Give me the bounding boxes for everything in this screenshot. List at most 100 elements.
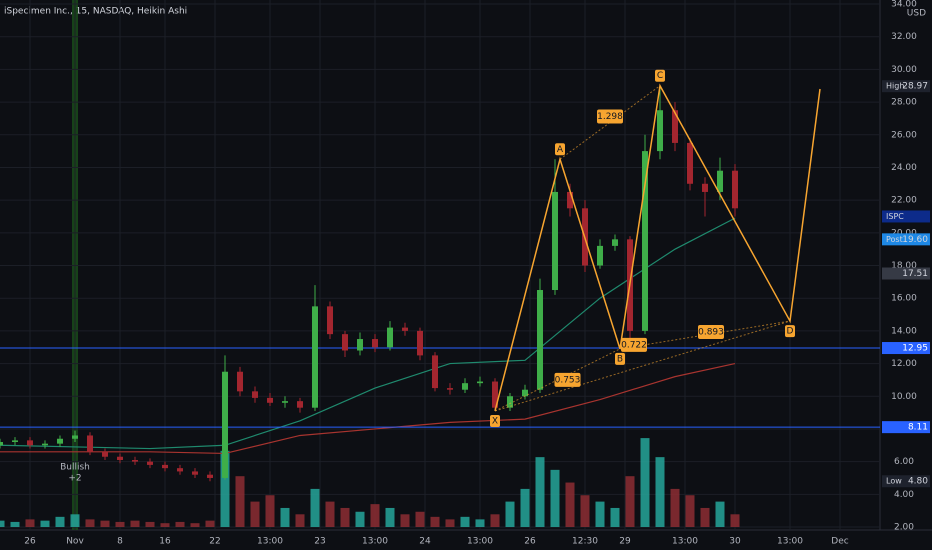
ratio-label: 0.753: [555, 375, 581, 385]
pattern-guide: [494, 320, 791, 412]
volume-bar: [280, 507, 290, 527]
candle-body: [297, 401, 303, 408]
x-tick-label: 23: [314, 537, 325, 547]
level-marker-value: 8.11: [908, 423, 928, 433]
ratio-box: [597, 109, 623, 124]
price-marker-value: 4.80: [908, 477, 928, 487]
pattern-legs: [494, 83, 821, 412]
x-tick-label: Dec: [831, 537, 848, 547]
annotation-sub: +2: [68, 474, 81, 484]
price-marker-box: [882, 267, 930, 280]
candle-body: [402, 327, 408, 331]
candle-body: [27, 440, 33, 446]
volume-bar: [370, 504, 380, 527]
candle-body: [657, 110, 663, 152]
candle-body: [357, 339, 363, 351]
candle-body: [672, 110, 678, 143]
volume-bar: [190, 523, 200, 527]
volume-bar: [730, 514, 740, 527]
candle-body: [342, 334, 348, 351]
volume-bar: [325, 501, 335, 527]
price-marker-box: [882, 210, 930, 223]
volume-bar: [160, 523, 170, 527]
volume-bar: [535, 457, 545, 527]
volume-bar: [610, 507, 620, 527]
candle-body: [642, 151, 648, 331]
moving-average: [0, 362, 736, 455]
volume-bar: [520, 488, 530, 527]
volume-bar: [625, 476, 635, 527]
ratio-box: [698, 324, 724, 339]
y-tick-label: 12.00: [891, 359, 917, 369]
ratio-label: 0.722: [621, 340, 647, 350]
volume-bar: [295, 514, 305, 527]
level-marker-value: 12.95: [902, 344, 928, 354]
volume-bar: [145, 521, 155, 527]
candle-body: [267, 397, 273, 403]
volume-bar: [250, 501, 260, 527]
volume-bar: [655, 457, 665, 527]
level-marker-box: [882, 342, 930, 355]
volume-bar: [115, 521, 125, 527]
price-marker-name: Post: [886, 235, 903, 244]
pattern-guide: [559, 85, 661, 160]
volume-bar: [70, 514, 80, 527]
y-tick-label: 16.00: [891, 294, 917, 304]
x-tick-label: Nov: [66, 537, 84, 547]
volume-bar: [700, 507, 710, 527]
candle-body: [522, 389, 528, 397]
volume-bar: [580, 495, 590, 527]
candle-body: [687, 142, 693, 184]
candle-body: [252, 391, 258, 398]
price-marker-box: [882, 233, 930, 246]
price-marker-name: Low: [886, 477, 902, 486]
pattern-point-box: [615, 352, 625, 365]
volume-bar: [310, 488, 320, 527]
candle-body: [132, 459, 138, 462]
volume-bar: [505, 501, 515, 527]
y-tick-label: 28.00: [891, 98, 917, 108]
ratio-box: [621, 337, 647, 352]
candle-body: [492, 381, 498, 408]
candle-body: [222, 371, 228, 478]
candle-body: [537, 290, 543, 390]
candle-body: [87, 435, 93, 452]
candle-body: [162, 464, 168, 469]
y-tick-label: 34.00: [891, 0, 917, 10]
candle-body: [147, 461, 153, 465]
y-tick-label: 10.00: [891, 392, 917, 402]
candle-body: [177, 468, 183, 472]
candle-body: [42, 443, 48, 446]
volume-bar: [415, 511, 425, 527]
x-tick-label: 12:30: [572, 537, 598, 547]
candle-body: [552, 191, 558, 291]
candle-body: [327, 306, 333, 335]
y-tick-label: 26.00: [891, 130, 917, 140]
price-marker-box: [882, 475, 930, 488]
volume-bar: [670, 488, 680, 527]
volume-bar: [430, 516, 440, 527]
price-marker-box: [882, 80, 930, 93]
y-tick-label: 24.00: [891, 163, 917, 173]
volume-bar: [0, 520, 5, 527]
x-tick-label: 13:00: [257, 537, 283, 547]
candle-body: [507, 396, 513, 408]
volume-bar: [340, 507, 350, 527]
candle-body: [717, 170, 723, 192]
y-tick-label: 32.00: [891, 32, 917, 42]
candle-body: [12, 440, 18, 443]
annotation-text: Bullish: [60, 463, 90, 473]
pattern-point-box: [785, 325, 795, 338]
pattern-point-label: X: [492, 416, 498, 426]
volume-bar: [640, 438, 650, 527]
candle-body: [117, 456, 123, 460]
x-tick-label: 8: [117, 537, 123, 547]
x-tick-label: 13:00: [467, 537, 493, 547]
level-marker-box: [882, 421, 930, 434]
volume-bar: [490, 514, 500, 527]
x-tick-label: 13:00: [777, 537, 803, 547]
candle-body: [57, 438, 63, 444]
y-tick-label: 30.00: [891, 65, 917, 75]
candle-body: [372, 339, 378, 348]
